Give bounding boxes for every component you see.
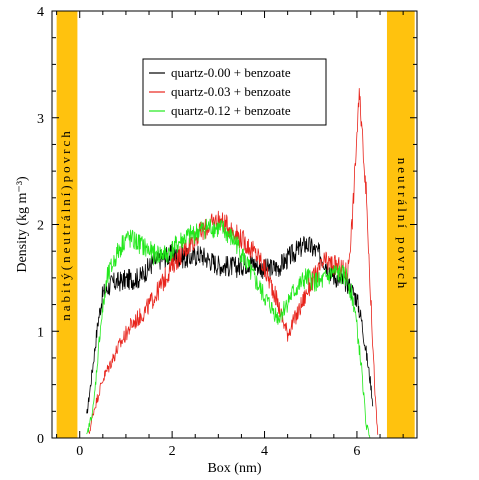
x-tick-label: 6 [353,444,360,459]
surfaces-layer: nabitý(neutrální)povrch neutrální povrch [56,11,415,438]
x-tick-label: 0 [76,444,83,459]
legend-label-3: quartz-0.12 + benzoate [171,103,291,118]
y-tick-label: 3 [37,112,44,127]
y-axis-title: Density (kg m⁻³) [15,176,30,273]
x-tick-label: 4 [261,444,268,459]
series-layer [86,88,379,439]
series-line-2 [88,88,379,435]
x-tick-label: 2 [169,444,176,459]
y-tick-label: 4 [37,5,44,20]
legend-label-2: quartz-0.03 + benzoate [171,84,291,99]
surface-bar-left [56,11,78,438]
ticks-layer: 0 2 4 6 0 1 2 3 4 [37,5,417,459]
x-axis-title: Box (nm) [207,461,261,476]
surface-label-left: nabitý(neutrální)povrch [58,128,73,320]
surface-label-right: neutrální povrch [395,158,410,292]
series-line-3 [86,218,371,439]
legend-box [142,58,327,126]
y-tick-label: 1 [37,325,44,340]
y-tick-label: 0 [37,432,44,447]
series-line-1 [86,236,374,414]
y-tick-label: 2 [37,219,44,234]
legend-label-1: quartz-0.00 + benzoate [171,65,291,80]
legend: quartz-0.00 + benzoate quartz-0.03 + benz… [142,58,327,126]
